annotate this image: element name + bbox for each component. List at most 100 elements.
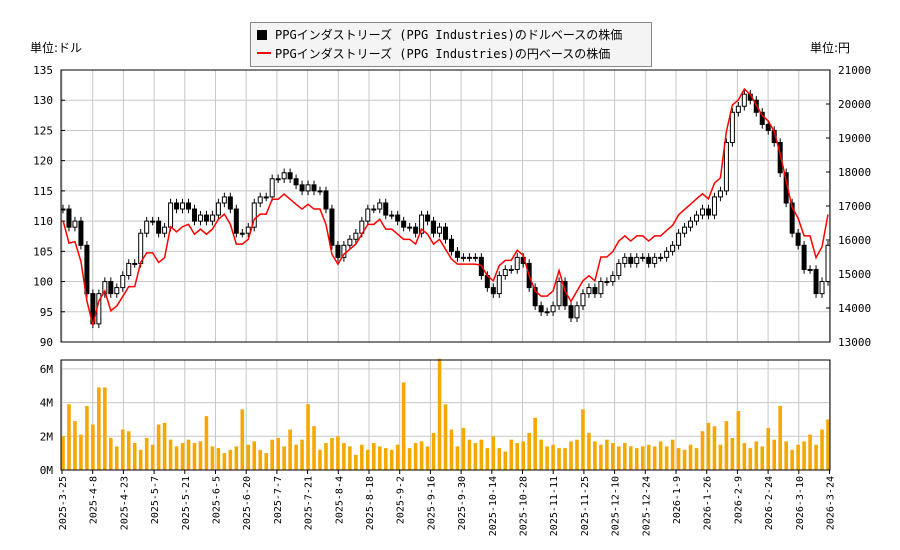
candle-body: [102, 281, 108, 295]
volume-bar: [443, 404, 448, 470]
volume-bar: [234, 446, 239, 470]
volume-bar: [730, 437, 735, 470]
volume-bar: [700, 431, 705, 470]
volume-bar: [706, 422, 711, 470]
candle-body: [287, 172, 293, 180]
candle-body: [454, 250, 460, 258]
volume-plot-frame: [60, 359, 831, 471]
candle-body: [281, 172, 287, 180]
volume-bar: [808, 434, 812, 470]
volume-bar: [395, 444, 400, 470]
x-tick-label: 2025-12-24: [641, 476, 652, 536]
candle-body: [126, 262, 132, 277]
x-tick-label: 2026-2-24: [764, 476, 775, 530]
y-tick-label-right: 15000: [838, 268, 871, 281]
y-tick-label-right: 14000: [838, 302, 871, 315]
volume-bar: [312, 426, 316, 470]
candle-body: [353, 232, 359, 240]
volume-bar: [252, 441, 257, 470]
candle-body: [317, 190, 323, 193]
candle-body: [819, 281, 825, 295]
volume-bar: [204, 416, 209, 470]
volume-bar: [545, 446, 549, 470]
candle-body: [305, 184, 311, 192]
volume-bar: [497, 448, 502, 470]
y-tick-label-right: 20000: [838, 98, 871, 111]
volume-bar: [658, 441, 663, 470]
x-tick-label: 2026-2-9: [733, 476, 744, 524]
volume-bar: [282, 446, 286, 470]
volume-bar: [132, 443, 137, 470]
legend-item-usd: PPGインダストリーズ (PPG Industries)のドルベースの株価: [257, 26, 622, 44]
candle-body: [723, 142, 729, 192]
y-tick-label-left: 125: [33, 124, 53, 137]
candle-body: [807, 268, 813, 271]
candle-body: [78, 220, 84, 246]
candle-body: [66, 208, 72, 228]
volume-bar: [180, 443, 185, 470]
candle-body: [628, 256, 634, 264]
volume-bar: [306, 404, 310, 470]
x-tick-label: 2025-4-23: [119, 476, 130, 530]
candle-body: [538, 305, 544, 313]
candle-body: [682, 226, 688, 234]
volume-bar: [150, 444, 155, 470]
x-tick-label: 2025-6-5: [212, 476, 223, 524]
candle-body: [168, 202, 174, 228]
volume-bar: [784, 441, 788, 470]
volume-bar: [676, 448, 681, 470]
candle-body: [72, 220, 78, 228]
volume-bar: [772, 439, 776, 470]
y-tick-label-left: 115: [33, 185, 53, 198]
candle-body: [652, 256, 658, 264]
volume-bar: [437, 358, 442, 470]
candle-body: [634, 256, 640, 264]
legend-item-jpy: PPGインダストリーズ (PPG Industries)の円ベースの株価: [257, 45, 610, 63]
volume-bar: [371, 443, 376, 470]
candle-body: [448, 238, 454, 252]
x-tick-label: 2025-11-25: [580, 476, 591, 536]
candle-body: [174, 202, 180, 210]
candle-body: [658, 256, 664, 259]
volume-bar: [192, 443, 197, 470]
candle-body: [215, 202, 221, 216]
volume-bar: [479, 439, 484, 470]
candle-body: [460, 256, 466, 259]
volume-bar: [515, 443, 520, 470]
volume-bar: [449, 429, 454, 470]
x-tick-label: 2025-8-18: [365, 476, 376, 530]
x-tick-label: 2025-6-20: [242, 476, 253, 530]
volume-bar: [120, 429, 125, 470]
volume-bar: [694, 448, 699, 470]
candle-body: [191, 208, 197, 222]
volume-tick-label: 6M: [40, 363, 54, 376]
volume-bar: [348, 446, 352, 470]
volume-bar: [646, 444, 651, 470]
candle-body: [592, 287, 598, 295]
candle-body: [580, 293, 586, 307]
volume-bar: [593, 441, 597, 470]
x-tick-label: 2025-10-14: [488, 476, 499, 536]
candle-body: [688, 220, 694, 228]
volume-bar: [551, 444, 555, 470]
volume-bar: [575, 439, 579, 470]
volume-bar: [216, 448, 221, 470]
volume-bar: [383, 448, 388, 470]
volume-bar: [61, 436, 65, 470]
x-tick-label: 2025-3-25: [58, 476, 69, 530]
candle-body: [132, 262, 138, 265]
candle-body: [269, 178, 275, 198]
volume-bar: [276, 437, 280, 470]
candle-body: [389, 214, 395, 217]
volume-bar: [587, 432, 591, 470]
candle-body: [413, 226, 419, 234]
volume-bar: [623, 443, 627, 470]
volume-bar: [431, 432, 436, 470]
volume-bar: [67, 404, 71, 470]
candle-body: [335, 244, 341, 258]
candle-body: [150, 220, 156, 223]
volume-bar: [401, 382, 406, 470]
candle-body: [275, 178, 281, 181]
price-plot-frame: [60, 69, 831, 343]
